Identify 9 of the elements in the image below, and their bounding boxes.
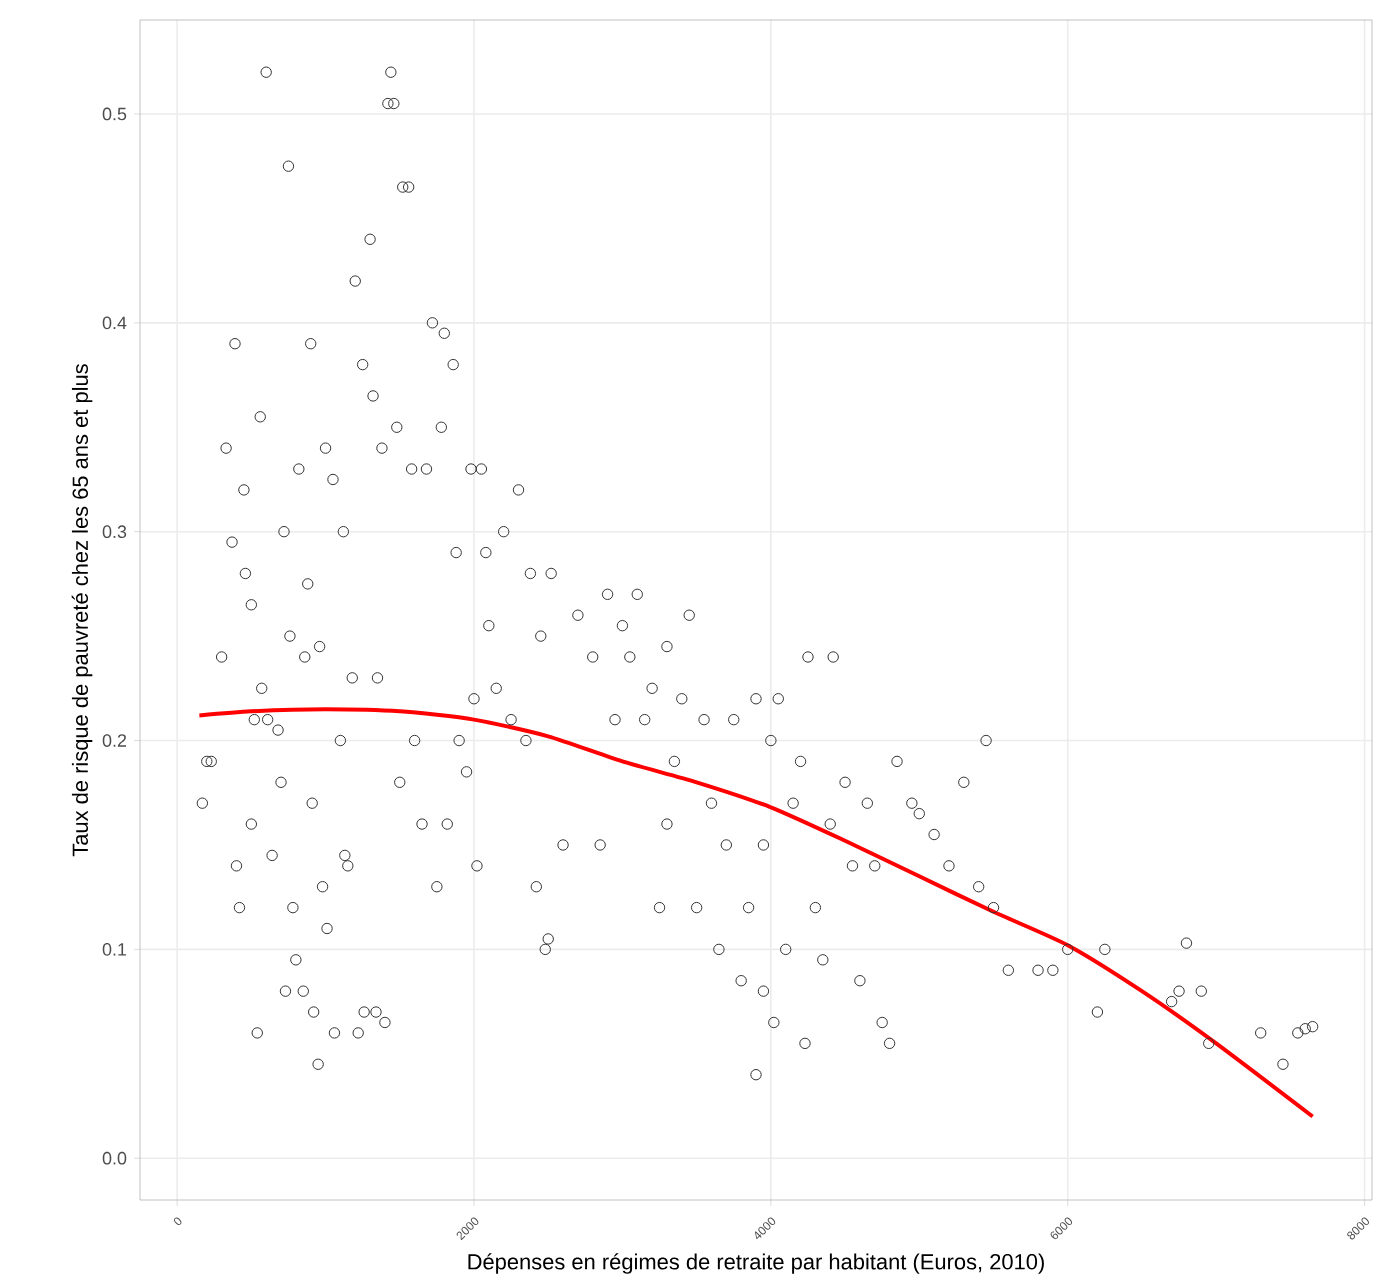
y-tick-label: 0.2 <box>102 734 127 747</box>
y-tick-label: 0.4 <box>102 316 127 330</box>
y-tick-label: 0.0 <box>102 1151 127 1165</box>
y-tick-label: 0.3 <box>102 525 127 539</box>
line-series <box>197 707 1315 1119</box>
y-tick-label: 0.5 <box>102 107 127 121</box>
x-axis-title: Dépenses en régimes de retraite par habitant (Euros, 2010) <box>468 1253 1044 1274</box>
y-tick-label: 0.1 <box>102 943 127 956</box>
y-axis-title: Taux de risque de pauvreté chez les 65 ans et plus <box>71 364 93 857</box>
